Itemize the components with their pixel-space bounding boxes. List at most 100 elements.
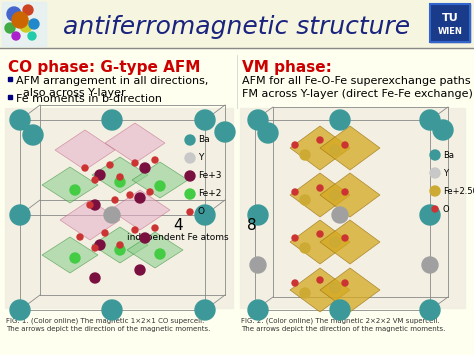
- Circle shape: [155, 181, 165, 191]
- Circle shape: [140, 163, 150, 173]
- Polygon shape: [320, 173, 380, 217]
- Circle shape: [420, 300, 440, 320]
- Circle shape: [342, 235, 348, 241]
- Circle shape: [292, 280, 298, 286]
- Polygon shape: [290, 173, 350, 217]
- Circle shape: [82, 165, 88, 171]
- Polygon shape: [105, 123, 165, 163]
- Circle shape: [90, 200, 100, 210]
- Text: WIEN: WIEN: [438, 27, 463, 37]
- Circle shape: [112, 197, 118, 203]
- Circle shape: [127, 192, 133, 198]
- Circle shape: [330, 145, 340, 155]
- Circle shape: [330, 283, 340, 293]
- Text: FM across Y-layer (direct Fe-Fe exchange): FM across Y-layer (direct Fe-Fe exchange…: [242, 89, 473, 99]
- Bar: [8, 77, 12, 81]
- Text: FIG. 1. (Color online) The magnetic 1×2×1 CO supercell.
The arrows depict the di: FIG. 1. (Color online) The magnetic 1×2×…: [6, 318, 210, 332]
- Circle shape: [420, 110, 440, 130]
- Circle shape: [132, 160, 138, 166]
- Text: Ba: Ba: [443, 151, 454, 159]
- Bar: [240, 108, 465, 308]
- Circle shape: [330, 300, 350, 320]
- Polygon shape: [42, 167, 98, 203]
- Circle shape: [135, 265, 145, 275]
- Circle shape: [185, 153, 195, 163]
- Circle shape: [87, 202, 93, 208]
- Circle shape: [317, 137, 323, 143]
- Polygon shape: [55, 130, 115, 170]
- Text: Fe+2.50: Fe+2.50: [443, 186, 474, 196]
- Circle shape: [342, 142, 348, 148]
- Circle shape: [10, 205, 30, 225]
- Text: CO phase: G-type AFM: CO phase: G-type AFM: [8, 60, 201, 75]
- Circle shape: [135, 193, 145, 203]
- Circle shape: [342, 280, 348, 286]
- Text: AFM arrangement in all directions,
  also across Y-layer: AFM arrangement in all directions, also …: [16, 76, 209, 98]
- Circle shape: [330, 110, 350, 130]
- Bar: [8, 95, 12, 99]
- Circle shape: [215, 122, 235, 142]
- Polygon shape: [60, 200, 120, 240]
- Polygon shape: [320, 268, 380, 312]
- Circle shape: [185, 135, 195, 145]
- Circle shape: [92, 177, 98, 183]
- Circle shape: [195, 300, 215, 320]
- Circle shape: [300, 150, 310, 160]
- Circle shape: [155, 249, 165, 259]
- Text: antiferromagnetic structure: antiferromagnetic structure: [64, 15, 410, 39]
- Circle shape: [430, 186, 440, 196]
- Circle shape: [292, 189, 298, 195]
- Circle shape: [23, 5, 33, 15]
- Circle shape: [248, 300, 268, 320]
- Bar: [2, 2, 46, 46]
- Polygon shape: [320, 220, 380, 264]
- Circle shape: [115, 177, 125, 187]
- Polygon shape: [290, 126, 350, 170]
- Bar: [430, 4, 470, 42]
- Circle shape: [248, 205, 268, 225]
- Circle shape: [420, 205, 440, 225]
- Bar: [430, 4, 470, 42]
- Circle shape: [342, 189, 348, 195]
- Circle shape: [12, 207, 28, 223]
- Text: Ba: Ba: [198, 136, 210, 144]
- Circle shape: [332, 207, 348, 223]
- Circle shape: [300, 243, 310, 253]
- Circle shape: [185, 171, 195, 181]
- Circle shape: [7, 7, 21, 21]
- Circle shape: [330, 237, 340, 247]
- Circle shape: [107, 162, 113, 168]
- Circle shape: [422, 257, 438, 273]
- Text: Y: Y: [198, 153, 203, 163]
- Circle shape: [300, 195, 310, 205]
- Text: VM phase:: VM phase:: [242, 60, 332, 75]
- Circle shape: [102, 110, 122, 130]
- Circle shape: [292, 142, 298, 148]
- Circle shape: [70, 253, 80, 263]
- Circle shape: [77, 234, 83, 240]
- Text: FIG. 2. (Color online) The magnetic 2×2×2 VM supercell.
The arrows depict the di: FIG. 2. (Color online) The magnetic 2×2×…: [241, 318, 446, 332]
- Polygon shape: [290, 268, 350, 312]
- Circle shape: [292, 235, 298, 241]
- Text: Fe moments in b-direction: Fe moments in b-direction: [16, 94, 162, 104]
- Circle shape: [185, 189, 195, 199]
- Circle shape: [248, 110, 268, 130]
- Text: O: O: [198, 208, 205, 217]
- Polygon shape: [132, 162, 188, 198]
- Circle shape: [250, 257, 266, 273]
- Polygon shape: [92, 227, 148, 263]
- Polygon shape: [92, 157, 148, 193]
- Circle shape: [430, 150, 440, 160]
- Circle shape: [317, 185, 323, 191]
- Circle shape: [117, 174, 123, 180]
- Circle shape: [433, 120, 453, 140]
- Text: Y: Y: [443, 169, 448, 178]
- Circle shape: [20, 20, 32, 32]
- Circle shape: [132, 227, 138, 233]
- Circle shape: [317, 231, 323, 237]
- Circle shape: [95, 170, 105, 180]
- Circle shape: [95, 240, 105, 250]
- Circle shape: [10, 300, 30, 320]
- Circle shape: [317, 277, 323, 283]
- Circle shape: [117, 242, 123, 248]
